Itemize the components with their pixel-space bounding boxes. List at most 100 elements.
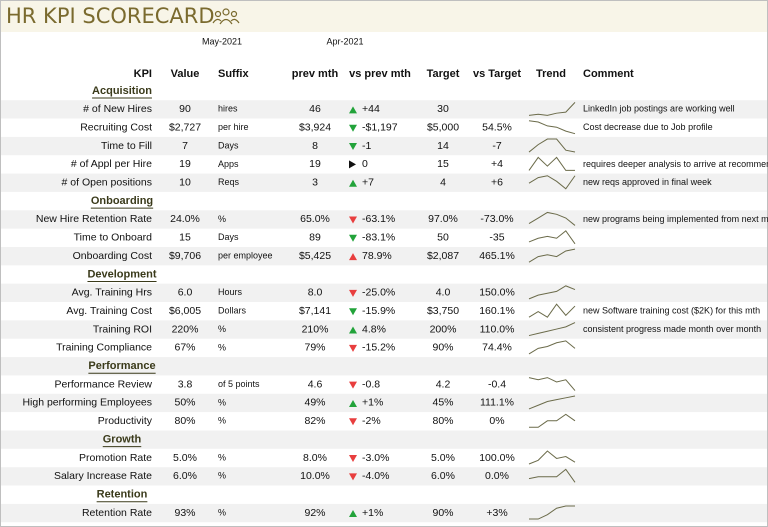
- prev-value: 8.0: [308, 287, 323, 299]
- column-header: Value: [171, 68, 200, 80]
- vs-target: 54.5%: [482, 121, 512, 133]
- vs-prev: -3.0%: [362, 452, 389, 464]
- target-value: 6.0%: [431, 470, 455, 482]
- comment: consistent progress made month over mont…: [583, 324, 761, 334]
- current-month: May-2021: [202, 36, 242, 46]
- target-value: 14: [437, 140, 449, 152]
- target-value: 4: [440, 177, 446, 189]
- kpi-suffix: %: [218, 342, 226, 352]
- change-arrow: [349, 143, 357, 151]
- column-header: Comment: [583, 68, 634, 80]
- change-arrow: [349, 455, 357, 462]
- prev-value: 8.0%: [303, 452, 327, 464]
- sparkline: [529, 505, 575, 520]
- vs-prev: -1: [362, 140, 371, 152]
- kpi-suffix: per hire: [218, 122, 249, 132]
- row-band: [1, 467, 767, 486]
- vs-target: 110.0%: [480, 323, 515, 335]
- sparkline: [528, 138, 576, 153]
- vs-target: 160.1%: [479, 305, 515, 317]
- sparkline: [528, 248, 576, 263]
- row-band: [1, 283, 767, 303]
- kpi-name: High performing Employees: [22, 397, 152, 409]
- change-arrow: [349, 179, 357, 187]
- prev-value: 92%: [304, 507, 325, 519]
- kpi-suffix: Dollars: [218, 306, 247, 316]
- kpi-suffix: %: [218, 471, 226, 481]
- column-header: prev mth: [292, 68, 339, 80]
- target-value: 4.2: [436, 378, 451, 390]
- kpi-suffix: %: [218, 214, 226, 224]
- row-band: [1, 100, 767, 119]
- comment: new programs being implemented from next…: [583, 214, 768, 224]
- title: HR KPI SCORECARD: [6, 4, 215, 28]
- kpi-value: 67%: [174, 342, 195, 354]
- prev-value: 82%: [304, 415, 325, 427]
- target-value: $2,087: [427, 250, 459, 262]
- target-value: 50: [437, 232, 449, 244]
- comment: Cost decrease due to Job profile: [583, 122, 713, 132]
- kpi-value: 90: [179, 103, 191, 115]
- vs-prev: -$1,197: [362, 121, 398, 133]
- arrow: [349, 418, 357, 426]
- vs-target: -0.4: [488, 378, 506, 390]
- vs-prev: -63.1%: [362, 213, 395, 225]
- comment: new reqs approved in final week: [583, 177, 712, 187]
- section-title: Development: [87, 268, 156, 280]
- kpi-name: Promotion Rate: [79, 452, 152, 464]
- kpi-name: Recruiting Cost: [80, 121, 152, 133]
- column-header: KPI: [134, 68, 152, 80]
- vs-prev: -4.0%: [362, 470, 389, 482]
- vs-prev: -15.2%: [362, 342, 395, 354]
- target-value: 45%: [432, 397, 453, 409]
- arrow: [349, 308, 357, 316]
- kpi-suffix: %: [218, 507, 226, 517]
- change-arrow: [349, 308, 357, 316]
- vs-target: +6: [491, 177, 503, 189]
- arrow: [349, 179, 357, 187]
- row-band: [1, 430, 767, 449]
- kpi-value: $9,706: [169, 250, 201, 262]
- kpi-suffix: per employee: [218, 251, 273, 261]
- arrow: [349, 234, 357, 242]
- arrow: [349, 326, 357, 334]
- row-band: [1, 503, 767, 523]
- vs-target: 74.4%: [482, 342, 512, 354]
- kpi-value: 5.0%: [173, 452, 197, 464]
- column-header: Suffix: [218, 68, 249, 80]
- arrow: [349, 510, 357, 518]
- vs-target: 0%: [489, 415, 504, 427]
- kpi-suffix: %: [218, 452, 226, 462]
- change-arrow: [349, 124, 357, 132]
- previous-month: Apr-2021: [326, 36, 363, 46]
- kpi-value: 3.8: [178, 378, 193, 390]
- kpi-name: # of Appl per Hire: [71, 158, 152, 170]
- kpi-name: Salary Increase Rate: [54, 470, 152, 482]
- kpi-suffix: Days: [218, 232, 239, 242]
- kpi-value: $6,005: [169, 305, 201, 317]
- prev-value: 210%: [302, 323, 329, 335]
- row-band: [1, 320, 767, 339]
- sparkline: [528, 468, 576, 483]
- row-band: [1, 357, 767, 376]
- arrow: [349, 344, 357, 352]
- kpi-value: 19: [179, 158, 191, 170]
- kpi-name: # of New Hires: [83, 103, 152, 115]
- kpi-name: Training Compliance: [56, 342, 152, 354]
- kpi-name: Onboarding Cost: [73, 250, 152, 262]
- kpi-value: 6.0: [178, 287, 193, 299]
- kpi-value: 50%: [174, 397, 195, 409]
- change-arrow: [349, 418, 357, 426]
- kpi-suffix: Reqs: [218, 177, 240, 187]
- arrow: [349, 253, 357, 261]
- section-title: Retention: [97, 489, 148, 501]
- target-value: 5.0%: [431, 452, 455, 464]
- vs-target: +4: [491, 158, 503, 170]
- target-value: 90%: [432, 507, 453, 519]
- vs-prev: +1%: [362, 507, 383, 519]
- title-bar: [1, 1, 767, 32]
- prev-value: 4.6: [308, 378, 323, 390]
- change-arrow: [349, 160, 356, 169]
- vs-target: 111.1%: [480, 397, 514, 409]
